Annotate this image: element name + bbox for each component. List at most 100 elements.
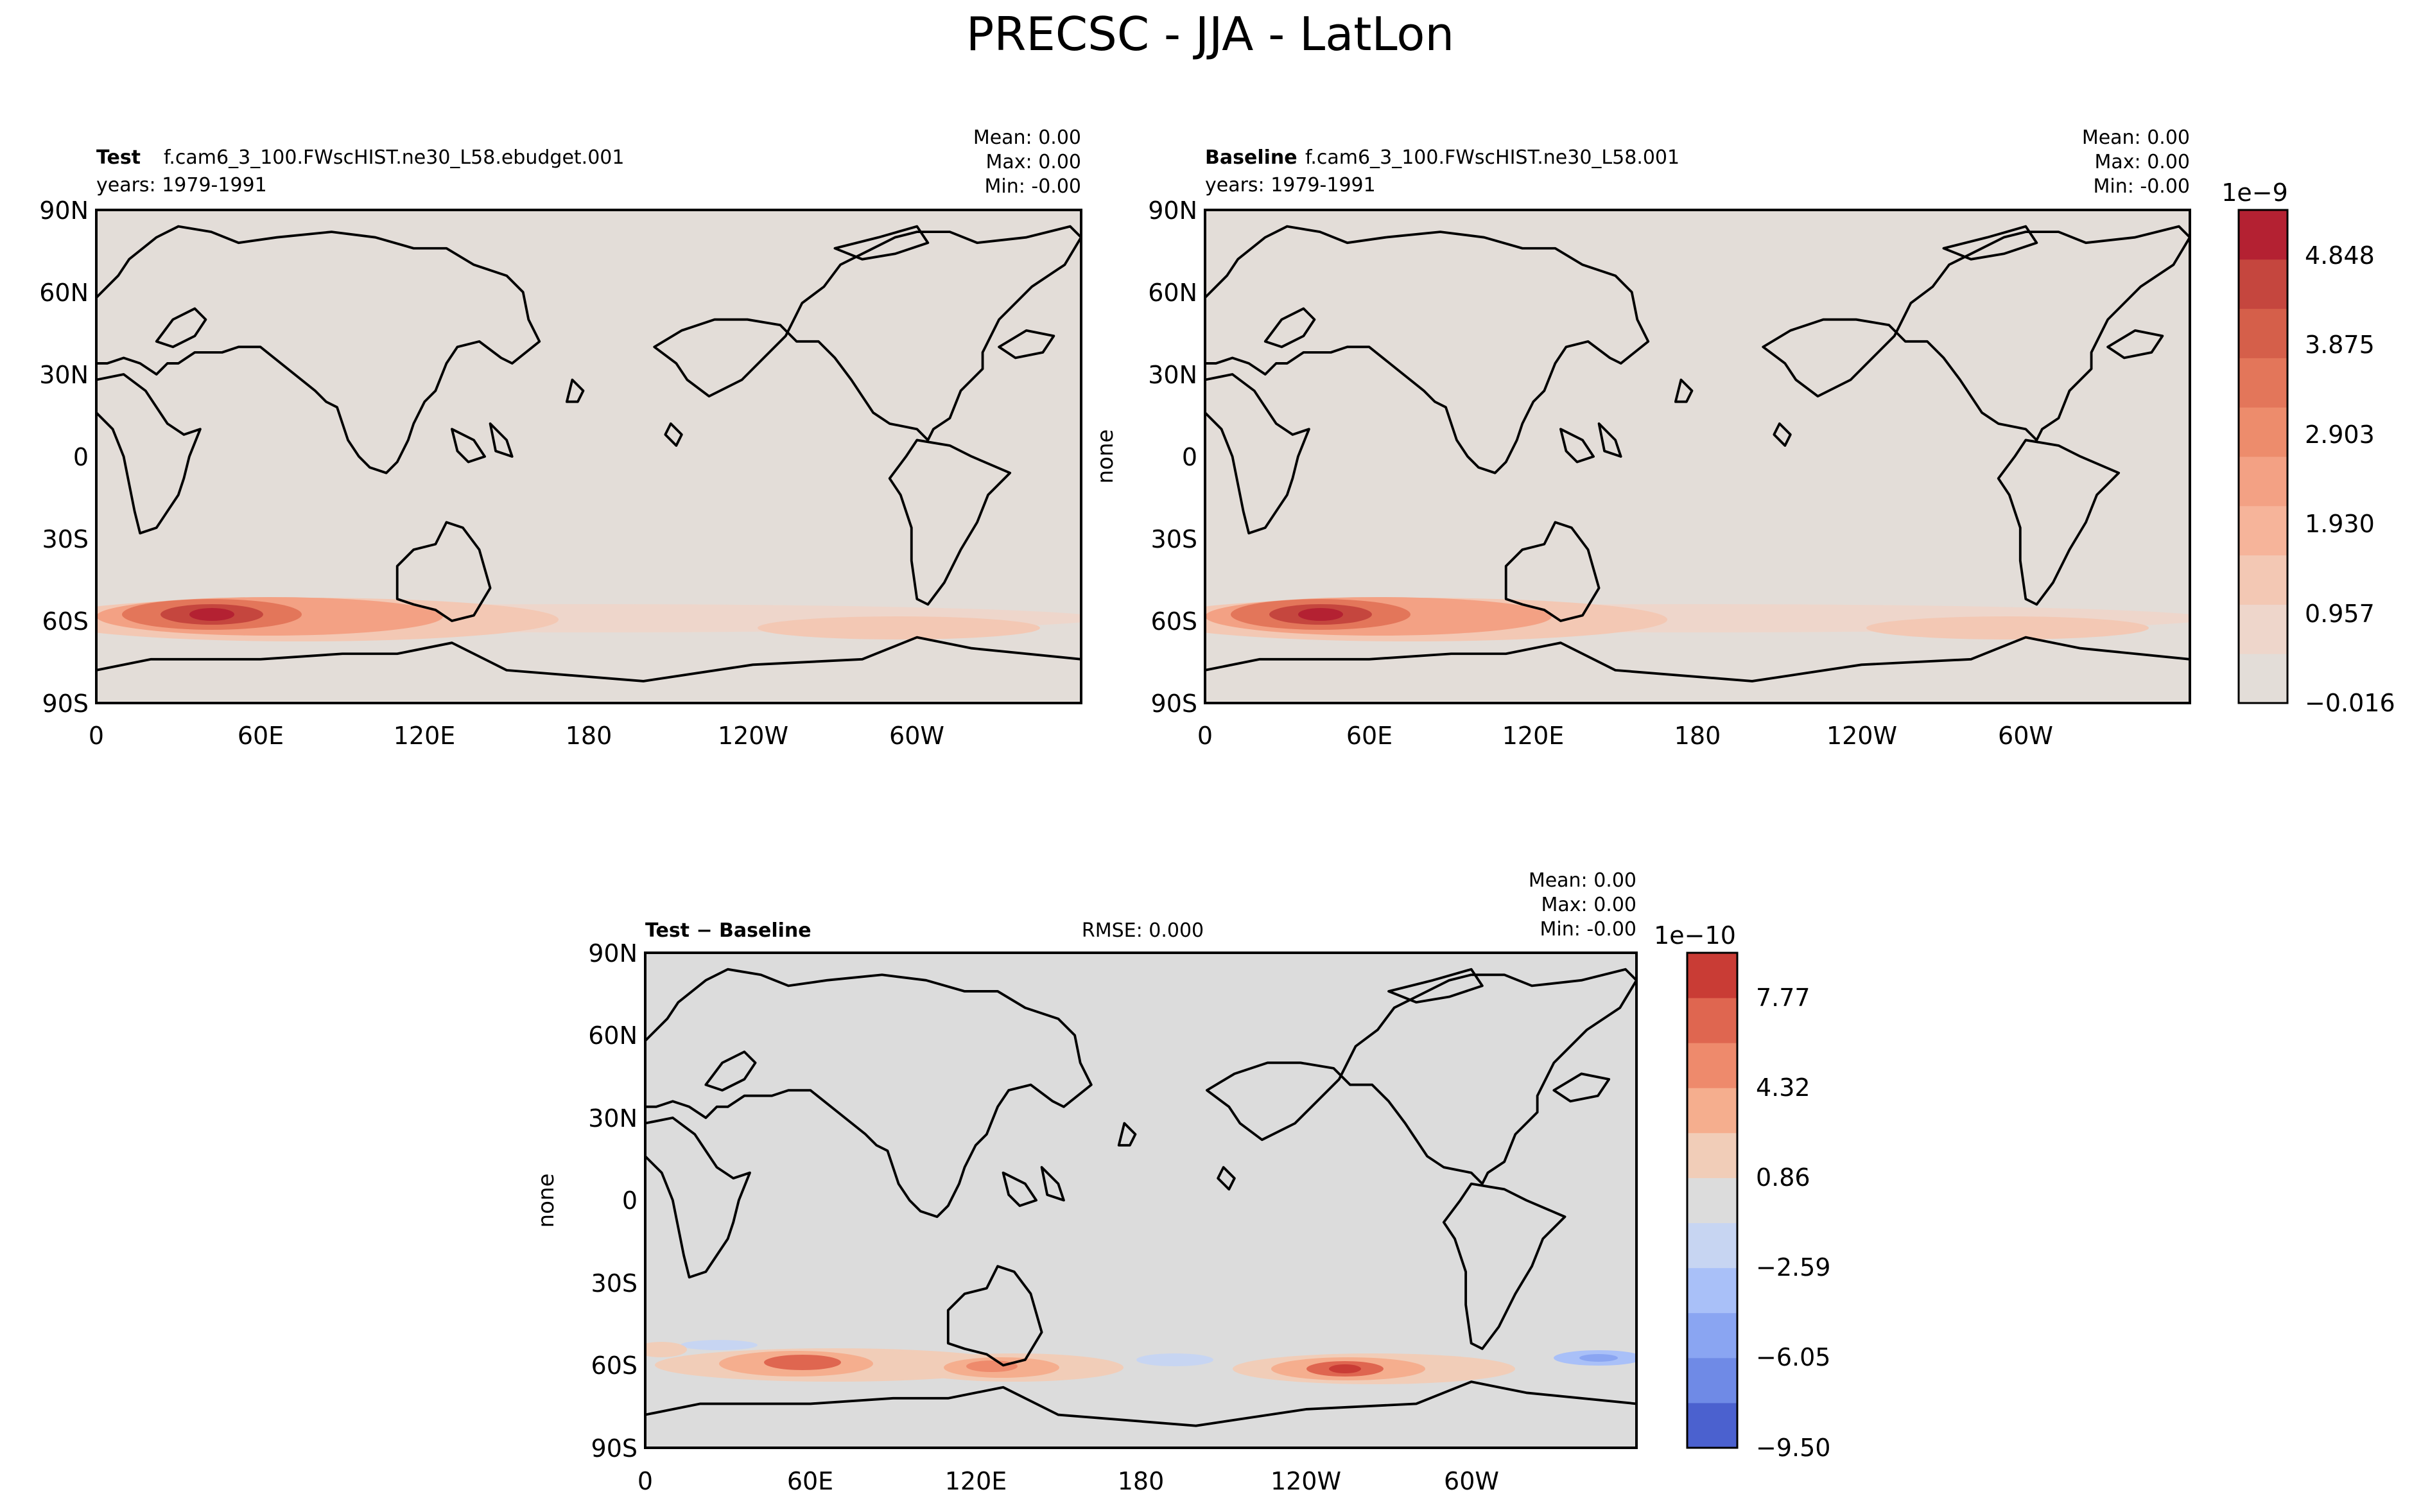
colorbar-diff-ticks: 7.77 4.32 0.86 −2.59 −6.05 −9.50	[1756, 984, 1830, 1462]
panel-baseline-ylabel: none	[1093, 430, 1118, 484]
colorbar-diff-level-2	[1687, 1312, 1737, 1359]
colorbar-top-level-6	[2239, 358, 2287, 408]
contour-band	[189, 608, 234, 621]
y-ticks: 90N 60N 30N 0 30S 60S 90S	[1148, 196, 1197, 718]
cbar-diff-tick: 0.86	[1756, 1163, 1810, 1192]
colorbar-top-blocks	[2239, 210, 2287, 704]
colorbar-diff-level-9	[1687, 998, 1737, 1043]
xtick-120w: 120W	[1827, 722, 1897, 750]
ytick-90n: 90N	[39, 196, 89, 225]
colorbar-top: 1e−9 4.848 3.875 2.903 1.930 0.957 −0.01…	[2221, 178, 2395, 717]
cbar-top-tick: 0.957	[2305, 600, 2375, 628]
plot-frame	[95, 209, 1082, 704]
panel-diff-mean: Mean: 0.00	[1529, 869, 1636, 892]
cbar-top-tick: 1.930	[2305, 510, 2375, 538]
panel-baseline-max: Max: 0.00	[2095, 151, 2190, 173]
xtick-60w: 60W	[1444, 1467, 1499, 1495]
ytick-30s: 30S	[1151, 525, 1197, 553]
ytick-30s: 30S	[42, 525, 89, 553]
plot-frame	[644, 952, 1638, 1449]
colorbar-diff: 1e−10 7.77 4.32 0.86 −2.59 −6.05 −9.50	[1654, 921, 1830, 1462]
panel-diff-rmse: RMSE: 0.000	[1082, 919, 1204, 942]
cbar-diff-tick: −2.59	[1756, 1253, 1830, 1282]
colorbar-top-frame	[2237, 209, 2289, 704]
xtick-0: 0	[1197, 722, 1213, 750]
ytick-60n: 60N	[1148, 279, 1197, 307]
contour-band	[681, 1340, 758, 1350]
panel-baseline-case: f.cam6_3_100.FWscHIST.ne30_L58.001	[1305, 146, 1679, 169]
contour-band	[764, 1355, 841, 1370]
panel-baseline-min: Min: -0.00	[2094, 175, 2191, 198]
contour-band	[1866, 616, 2149, 639]
cbar-top-tick: 4.848	[2305, 241, 2375, 270]
ytick-90n: 90N	[1148, 196, 1197, 225]
xtick-60e: 60E	[238, 722, 284, 750]
panel-test-max: Max: 0.00	[986, 151, 1081, 173]
xtick-120w: 120W	[1271, 1467, 1341, 1495]
colorbar-top-level-3	[2239, 505, 2287, 556]
colorbar-diff-level-10	[1687, 953, 1737, 998]
cbar-top-tick: −0.016	[2305, 689, 2395, 717]
ytick-60s: 60S	[42, 607, 89, 636]
x-ticks: 0 60E 120E 180 120W 60W	[1197, 722, 2053, 750]
ytick-30n: 30N	[1148, 361, 1197, 389]
colorbar-top-ticks: 4.848 3.875 2.903 1.930 0.957 −0.016	[2305, 241, 2395, 717]
xtick-120e: 120E	[1502, 722, 1565, 750]
colorbar-top-level-1	[2239, 604, 2287, 654]
contour-band	[1136, 1353, 1213, 1366]
contour-band	[1298, 608, 1343, 621]
coastlines	[1205, 225, 2190, 682]
xtick-120w: 120W	[718, 722, 788, 750]
colorbar-top-level-2	[2239, 555, 2287, 605]
colorbar-top-level-8	[2239, 259, 2287, 309]
cbar-diff-tick: −6.05	[1756, 1343, 1830, 1371]
x-ticks: 0 60E 120E 180 120W 60W	[89, 722, 944, 750]
xtick-120e: 120E	[394, 722, 456, 750]
ytick-60s: 60S	[591, 1351, 638, 1380]
panel-test: Test f.cam6_3_100.FWscHIST.ne30_L58.ebud…	[39, 126, 1082, 750]
xtick-0: 0	[89, 722, 104, 750]
cbar-diff-tick: −9.50	[1756, 1434, 1830, 1462]
xtick-0: 0	[638, 1467, 653, 1495]
cbar-diff-tick: 7.77	[1756, 984, 1810, 1012]
ytick-90n: 90N	[588, 939, 638, 968]
colorbar-top-level-4	[2239, 456, 2287, 507]
panel-diff-ylabel: none	[534, 1174, 559, 1228]
panel-test-case: f.cam6_3_100.FWscHIST.ne30_L58.ebudget.0…	[164, 146, 624, 169]
colorbar-diff-blocks	[1687, 953, 1737, 1448]
colorbar-diff-level-8	[1687, 1043, 1737, 1088]
ytick-30n: 30N	[39, 361, 89, 389]
plot-frame	[1204, 209, 2191, 704]
contour-band	[966, 1360, 1018, 1372]
ytick-0: 0	[1182, 443, 1197, 471]
ytick-30s: 30S	[591, 1269, 638, 1298]
panel-baseline-label: Baseline	[1205, 146, 1297, 169]
colorbar-diff-level-6	[1687, 1133, 1737, 1178]
ytick-0: 0	[622, 1186, 638, 1215]
colorbar-diff-level-7	[1687, 1088, 1737, 1133]
panel-diff-label: Test − Baseline	[645, 919, 811, 942]
diff-field	[645, 1340, 1636, 1384]
xtick-60e: 60E	[1346, 722, 1393, 750]
contour-band	[758, 616, 1040, 639]
ytick-60n: 60N	[39, 279, 89, 307]
colorbar-top-level-5	[2239, 407, 2287, 457]
ytick-90s: 90S	[1151, 690, 1197, 718]
colorbar-top-level-0	[2239, 654, 2287, 704]
xtick-180: 180	[1674, 722, 1721, 750]
xtick-60w: 60W	[1998, 722, 2053, 750]
x-ticks: 0 60E 120E 180 120W 60W	[638, 1467, 1499, 1495]
xtick-180: 180	[566, 722, 612, 750]
precip-field	[96, 597, 1081, 641]
colorbar-diff-level-4	[1687, 1222, 1737, 1269]
cbar-top-tick: 2.903	[2305, 421, 2375, 449]
contour-band	[1579, 1354, 1618, 1362]
colorbar-diff-level-0	[1687, 1402, 1737, 1448]
panel-baseline-mean: Mean: 0.00	[2082, 126, 2190, 149]
panel-baseline-years: years: 1979-1991	[1205, 174, 1376, 196]
xtick-120e: 120E	[945, 1467, 1007, 1495]
colorbar-top-level-7	[2239, 308, 2287, 358]
colorbar-diff-level-1	[1687, 1357, 1737, 1403]
panel-test-years: years: 1979-1991	[96, 174, 267, 196]
